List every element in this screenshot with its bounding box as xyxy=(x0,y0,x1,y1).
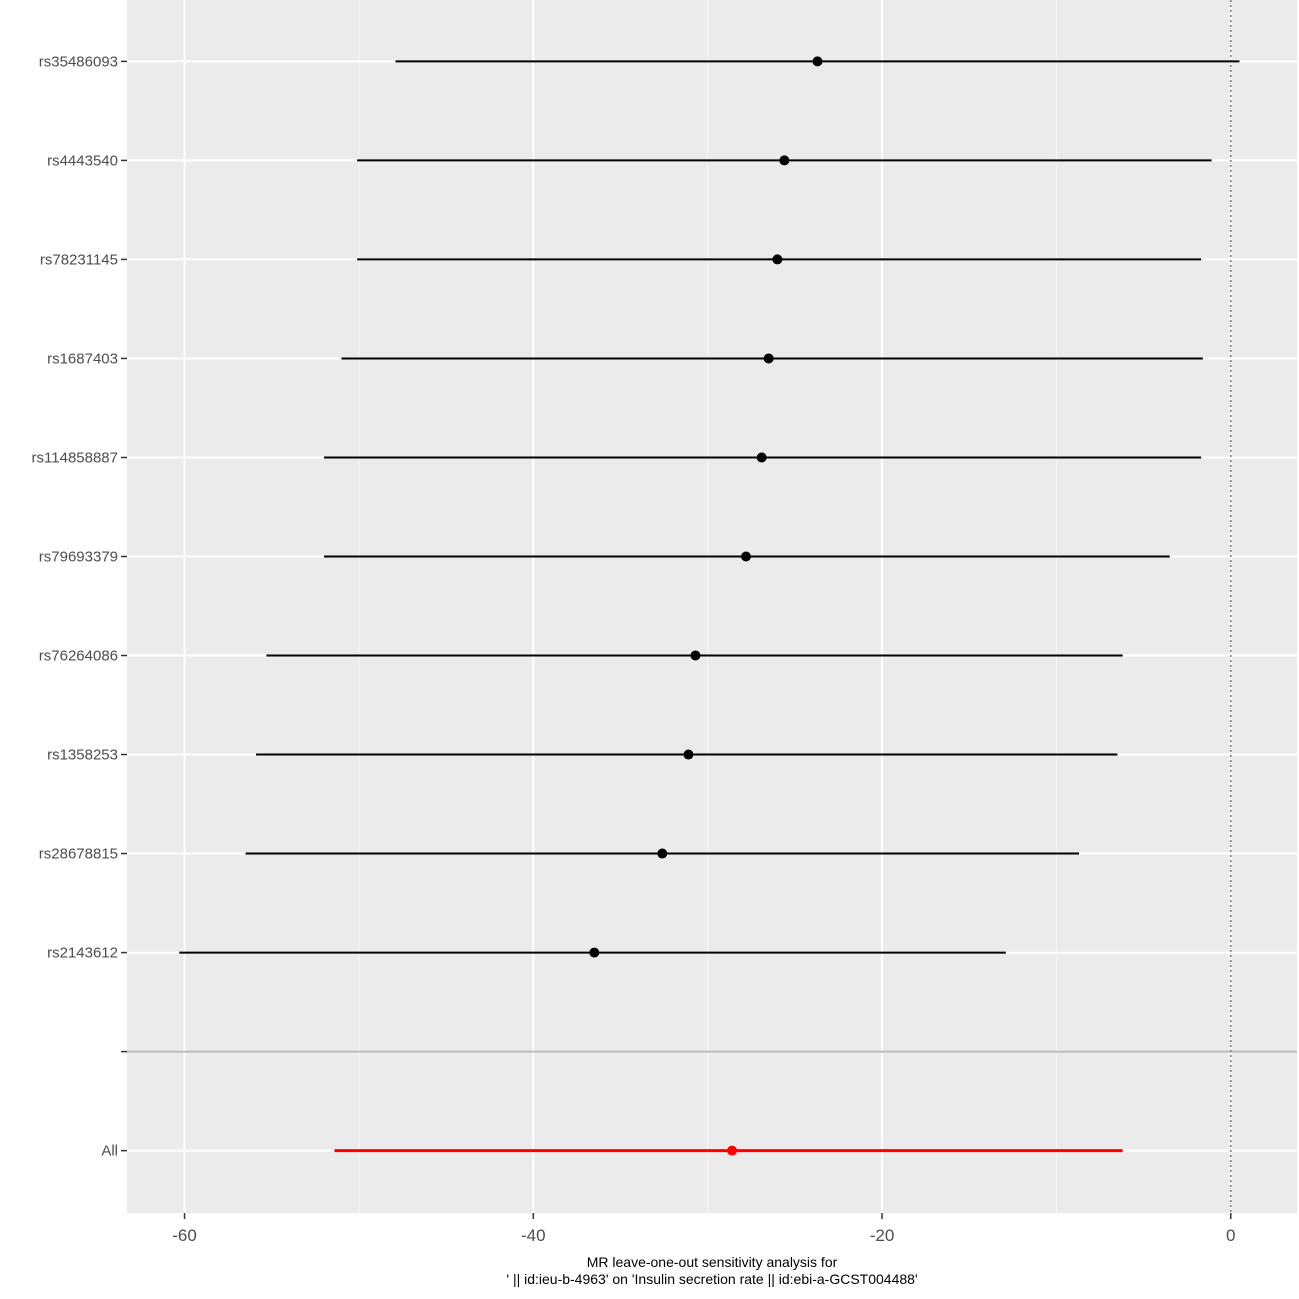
x-axis-title: MR leave-one-out sensitivity analysis fo… xyxy=(506,1254,917,1287)
y-tick-label: rs76264086 xyxy=(39,648,118,665)
estimate-point xyxy=(763,353,774,364)
y-tick-label: rs79693379 xyxy=(39,548,118,565)
estimate-point xyxy=(683,749,694,760)
y-tick-label: rs78231145 xyxy=(40,251,118,268)
axes: rs35486093 rs4443540 rs78231145 rs1687403 rs… xyxy=(32,53,1236,1245)
x-tick-label: -40 xyxy=(521,1226,546,1245)
x-axis-title-line: MR leave-one-out sensitivity analysis fo… xyxy=(587,1254,838,1270)
y-tick-label: rs35486093 xyxy=(39,53,118,70)
chart-marks xyxy=(179,56,1240,1156)
estimate-point xyxy=(812,56,823,67)
x-tick-label: -60 xyxy=(172,1226,197,1245)
estimate-point xyxy=(779,155,790,166)
x-axis-title-line: ' || id:ieu-b-4963' on 'Insulin secretio… xyxy=(506,1271,917,1287)
y-tick-label: rs114858887 xyxy=(32,449,118,466)
estimate-point xyxy=(756,452,767,463)
estimate-point xyxy=(727,1145,738,1156)
estimate-point xyxy=(589,947,600,958)
estimate-point xyxy=(772,254,783,265)
y-tick-label: rs1358253 xyxy=(47,747,118,764)
estimate-point xyxy=(690,650,701,661)
estimate-point xyxy=(741,551,752,562)
x-tick-label: 0 xyxy=(1226,1226,1235,1245)
y-tick-label: rs4443540 xyxy=(47,152,118,169)
y-tick-label: All xyxy=(101,1143,118,1160)
x-tick-label: -20 xyxy=(870,1226,895,1245)
y-tick-label: rs2143612 xyxy=(47,945,118,962)
y-tick-label: rs28678815 xyxy=(39,846,118,863)
estimate-point xyxy=(657,848,668,859)
y-tick-label: rs1687403 xyxy=(47,350,118,367)
plot-panel xyxy=(127,0,1297,1213)
